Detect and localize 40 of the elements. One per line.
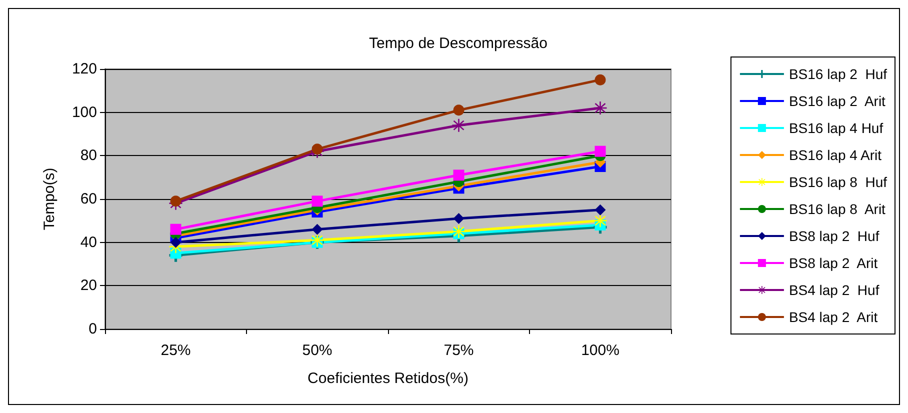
point: [170, 196, 182, 207]
legend-label: BS16 lap 8 Huf: [788, 174, 888, 190]
legend-label: BS16 lap 2 Arit: [788, 93, 886, 109]
y-tick-label: 20: [80, 277, 97, 294]
y-tick-label: 100: [72, 104, 97, 121]
y-tick-label: 120: [72, 60, 97, 78]
point: [312, 224, 323, 235]
legend-label: BS16 lap 4 Arit: [788, 147, 882, 163]
point: [452, 118, 466, 132]
x-axis-title: Coeficientes Retidos(%): [308, 370, 468, 387]
point: [170, 236, 182, 248]
x-tick-label: 100%: [581, 342, 620, 359]
y-tick-label: 0: [88, 320, 97, 338]
point: [594, 146, 606, 157]
legend-label: BS4 lap 2 Arit: [788, 309, 878, 325]
point: [452, 225, 466, 238]
y-tick-label: 60: [80, 190, 97, 208]
legend-label: BS16 lap 4 Huf: [788, 120, 884, 136]
y-tick-label: 40: [80, 234, 97, 251]
legend-label: BS4 lap 2 Huf: [788, 282, 880, 298]
point: [594, 204, 606, 216]
legend-label: BS8 lap 2 Huf: [788, 228, 880, 244]
y-tick-label: 80: [80, 147, 97, 164]
point: [453, 213, 464, 224]
x-tick-label: 50%: [302, 342, 332, 359]
point: [594, 74, 606, 86]
point: [170, 224, 182, 235]
x-tick-label: 25%: [160, 342, 191, 359]
point: [453, 170, 464, 181]
point: [594, 214, 607, 228]
point: [312, 144, 323, 155]
point: [453, 104, 464, 116]
y-axis-title: Tempo(s): [41, 168, 58, 230]
legend-label: BS8 lap 2 Arit: [788, 255, 878, 271]
point: [594, 102, 607, 114]
legend-label: BS16 lap 8 Arit: [788, 201, 886, 217]
legend-label: BS16 lap 2 Huf: [788, 66, 888, 82]
x-tick-label: 75%: [444, 342, 474, 359]
chart-title: Tempo de Descompressão: [369, 35, 548, 52]
point: [312, 196, 323, 207]
